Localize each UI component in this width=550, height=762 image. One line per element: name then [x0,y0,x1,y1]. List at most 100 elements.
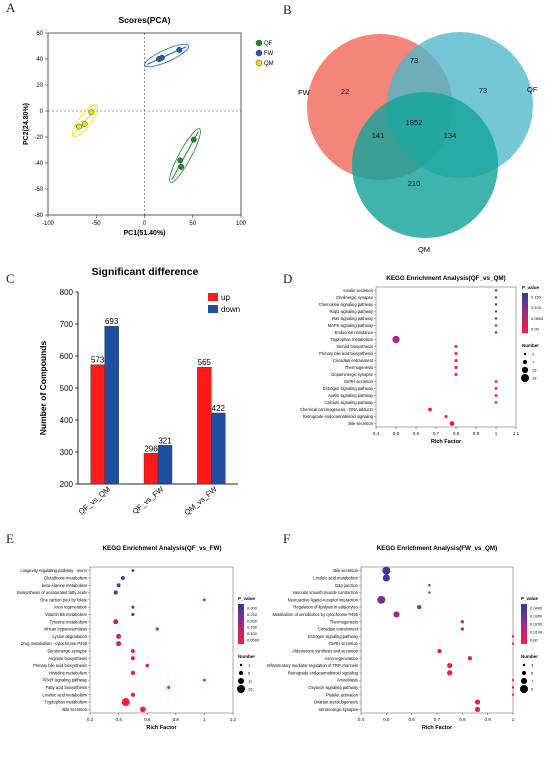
kegg-term-label: Cholinergic synapse [336,295,374,300]
kegg-number-legend-dot [521,366,529,374]
kegg-term-label: Chemokine signaling pathway [319,302,374,307]
kegg-xlabel: Rich Factor [431,439,462,445]
bar-value-label: 321 [158,436,172,445]
pca-legend-label: QF [264,41,273,47]
kegg-bubble [454,344,458,349]
kegg-pvalue-tick: 0.150 [531,295,542,300]
kegg-bubble [120,576,125,580]
kegg-term-label: PPAR signaling pathway [42,678,87,683]
kegg-term-label: Rap1 signaling pathway [330,309,374,314]
kegg-bubble [130,692,136,697]
pca-xtick-label: 0 [143,221,147,227]
kegg-term-label: Steroid biosynthesis [336,344,373,349]
kegg-number-legend-label: 7 [531,679,534,684]
bar-down [157,445,173,485]
kegg-bubble [113,619,119,625]
kegg-bubble [130,656,135,661]
panel-letter-d: D [283,271,292,286]
bar-legend-label: down [221,305,240,314]
bar-chart: Significant difference 800 700 600 500 400 300… [38,266,240,517]
kegg-bubble [494,296,498,299]
kegg-term-label: Endocrine resistance [335,330,374,335]
kegg-number-legend-label: 9 [531,687,534,692]
venn-count-qf-only: 73 [479,86,487,95]
kegg-term-label: Drug metabolism - cytochrome P450 [21,641,88,646]
kegg-term-label: Circadian entrainment [318,627,359,632]
kegg-bubble [460,627,465,631]
kegg-pvalue-colorbar [521,604,527,644]
kegg-bubble [460,620,465,624]
pca-ytick-label: -60 [34,187,43,193]
venn-diagram: FW QF QM 22 73 73 1852 141 134 210 [298,32,538,254]
kegg-term-label: Chemical carcinogenesis - DNA adducts [300,407,373,412]
kegg-term-label: Longevity regulating pathway - worm [20,568,87,573]
kegg-term-label: Inflammatory mediator regulation of TRP … [267,663,358,668]
kegg-number-legend-dot [237,685,245,693]
kegg-term-label: Amoebiasis [337,678,358,683]
kegg-xtick-label: 0.7 [434,717,441,722]
kegg-bubble [121,698,130,707]
kegg-bubble [454,351,458,356]
pca-ellipse-qm [71,104,99,138]
bar-title: Significant difference [92,266,199,278]
venn-count-fw-only: 22 [341,87,349,96]
bar-value-label: 296 [144,444,158,453]
kegg-term-label: Thermogenesis [345,365,373,370]
kegg-xtick-label: 1 [495,431,498,436]
kegg-pvalue-tick: 0.150 [247,625,258,630]
kegg-pvalue-tick: 0.0200 [530,622,543,627]
venn-count-fw-qf: 73 [410,56,418,65]
pca-point-fw [176,46,183,53]
kegg-xtick-label: 1.2 [230,717,237,722]
kegg-frame [360,566,514,714]
kegg-term-label: Axon regeneration [54,605,88,610]
kegg-term-label: GnRH secretion [329,641,359,646]
kegg-bubble [511,693,515,696]
kegg-bubble [382,566,391,575]
pca-ytick-label: -40 [34,161,43,167]
kegg-term-label: Histidine metabolism [49,670,87,675]
kegg-xtick-label: 1 [512,717,515,722]
kegg-bubble [428,407,432,412]
kegg-bubble [454,358,458,363]
kegg-bubble [377,595,386,604]
bar-ytick-label: 200 [60,480,74,489]
panel-letter-f: F [283,531,290,546]
kegg-bubble [494,324,498,327]
kegg-term-label: Arginine biosynthesis [48,656,87,661]
pca-frame [47,32,242,216]
kegg-number-legend-dot [521,670,527,676]
kegg-bubble [474,706,481,712]
kegg-chart-d: KEGG Enrichment Analysis(QF_vs_QM) 0.4 0.5… [300,275,544,445]
kegg-bubble [494,303,498,306]
pca-ylabel: PC2(24.80%) [23,103,30,145]
kegg-term-label: Linoleic acid metabolism [313,575,358,580]
pca-xlabel: PC1(51.40%) [123,230,165,237]
kegg-term-label: Aldosterone synthesis and secretion [292,648,358,653]
kegg-pvalue-tick: 0.0300 [530,614,543,619]
kegg-term-label: Serotonergic synapse [47,648,87,653]
kegg-bubble [437,648,442,654]
kegg-term-label: Biosynthesis of unsaturated fatty acids [17,590,87,595]
kegg-xtick-label: 0.6 [144,717,151,722]
pca-ytick-label: -20 [34,135,43,141]
pca-point-qf [178,163,185,170]
kegg-xtick-label: 0.6 [409,717,416,722]
kegg-bubble [494,387,498,390]
pca-xtick-label: -100 [42,221,55,227]
kegg-chart-e: KEGG Enrichment Analysis(QF_vs_FW) 0.2 0.4… [17,545,260,731]
kegg-pvalue-tick: 0.300 [247,606,258,611]
kegg-term-label: Estrogen signaling pathway [323,386,374,391]
kegg-number-legend-label: 11 [248,679,253,684]
kegg-pvalue-tick: 0.250 [247,612,258,617]
panel-letter-c: C [6,271,15,286]
kegg-term-label: Neuroactive ligand-receptor interaction [288,597,359,602]
bar-value-label: 565 [198,358,212,367]
bar-up [197,367,212,485]
bar-legend-swatch-down [208,305,218,313]
kegg-frame [89,566,234,714]
kegg-term-label: Primary bile acid biosynthesis [33,663,87,668]
kegg-xlabel: Rich Factor [146,725,177,731]
kegg-term-label: Primary bile acid biosynthesis [319,351,373,356]
